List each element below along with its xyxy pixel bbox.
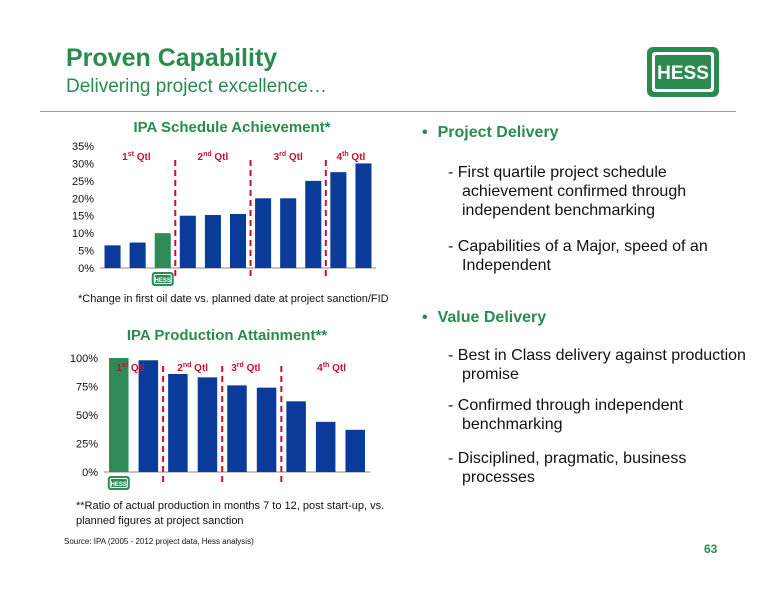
quartile-label: 3rd Qtl [231, 362, 260, 374]
quartile-label: 1st Qtl [116, 362, 145, 374]
bar [280, 198, 297, 268]
page-title: Proven Capability [66, 44, 278, 72]
y-tick-label: 100% [70, 353, 98, 365]
quartile-label: 2nd Qtl [198, 151, 229, 163]
bar [227, 385, 247, 472]
quartile-label: 3rd Qtl [274, 151, 303, 163]
y-tick-label: 25% [76, 439, 98, 451]
bar [104, 245, 121, 268]
bar [330, 172, 347, 268]
hess-logo-text: HESS [657, 63, 709, 84]
quartile-label: 2nd Qtl [177, 362, 208, 374]
page-number: 63 [704, 542, 718, 556]
y-tick-label: 75% [76, 382, 98, 394]
source-note: Source: IPA (2005 - 2012 project data, H… [64, 537, 254, 546]
hess-marker-icon: HESS [151, 272, 174, 286]
title-divider [40, 111, 736, 112]
bar-hess [109, 358, 129, 472]
bar [256, 387, 277, 472]
quartile-label: 4th Qtl [317, 362, 346, 374]
bar-hess [154, 233, 171, 268]
bullet-item: - Best in Class delivery against product… [448, 347, 746, 383]
svg-text:HESS: HESS [155, 278, 171, 284]
bar [179, 215, 196, 268]
bar [168, 373, 188, 472]
bar [305, 180, 322, 268]
bar [204, 215, 221, 268]
hess-logo: HESS [647, 47, 719, 97]
bar [138, 360, 159, 472]
production-chart-title: IPA Production Attainment** [126, 327, 328, 344]
schedule-footnote: *Change in first oil date vs. planned da… [78, 293, 389, 305]
y-tick-label: 35% [72, 141, 94, 153]
y-tick-label: 20% [72, 193, 94, 205]
quartile-label: 1st Qtl [122, 151, 151, 163]
bullet-item: - First quartile project schedule achiev… [448, 164, 687, 219]
bar [229, 213, 247, 268]
bullet-item: - Confirmed through independent benchmar… [448, 397, 683, 433]
bar [355, 163, 372, 268]
bullet-item: - Disciplined, pragmatic, business proce… [448, 450, 687, 486]
production-chart: 0% 25% 50% 75% 100% 1st Qtl 2nd Qtl 3rd Qtl 4th … [70, 353, 370, 490]
y-tick-label: 5% [78, 246, 94, 258]
y-tick-label: 15% [72, 211, 94, 223]
hess-marker-icon: HESS [107, 476, 130, 490]
bar [345, 429, 365, 472]
bullet-heading-value-delivery: • Value Delivery [422, 309, 547, 326]
y-tick-label: 30% [72, 158, 94, 170]
schedule-chart: 0% 5% 10% 15% 20% 25% 30% 35% 1st Qtl 2nd Qtl 3rd … [72, 141, 376, 286]
bullet-dot-icon: • [422, 309, 428, 326]
y-tick-label: 50% [76, 410, 98, 422]
y-tick-label: 25% [72, 176, 94, 188]
schedule-chart-title: IPA Schedule Achievement* [133, 119, 331, 136]
bullet-item: - Capabilities of a Major, speed of an I… [448, 238, 708, 274]
production-footnote: **Ratio of actual production in months 7… [76, 500, 385, 527]
bar [255, 198, 272, 268]
page-subtitle: Delivering project excellence… [66, 76, 327, 97]
bar [129, 242, 146, 268]
svg-text:HESS: HESS [111, 482, 127, 488]
bar [286, 401, 306, 472]
bullet-heading-project-delivery: • Project Delivery [422, 124, 559, 141]
bar [315, 421, 336, 472]
bullet-dot-icon: • [422, 124, 428, 141]
y-tick-label: 10% [72, 228, 94, 240]
quartile-label: 4th Qtl [336, 151, 365, 163]
bar [197, 377, 218, 472]
y-tick-label: 0% [82, 467, 98, 479]
y-tick-label: 0% [78, 263, 94, 275]
